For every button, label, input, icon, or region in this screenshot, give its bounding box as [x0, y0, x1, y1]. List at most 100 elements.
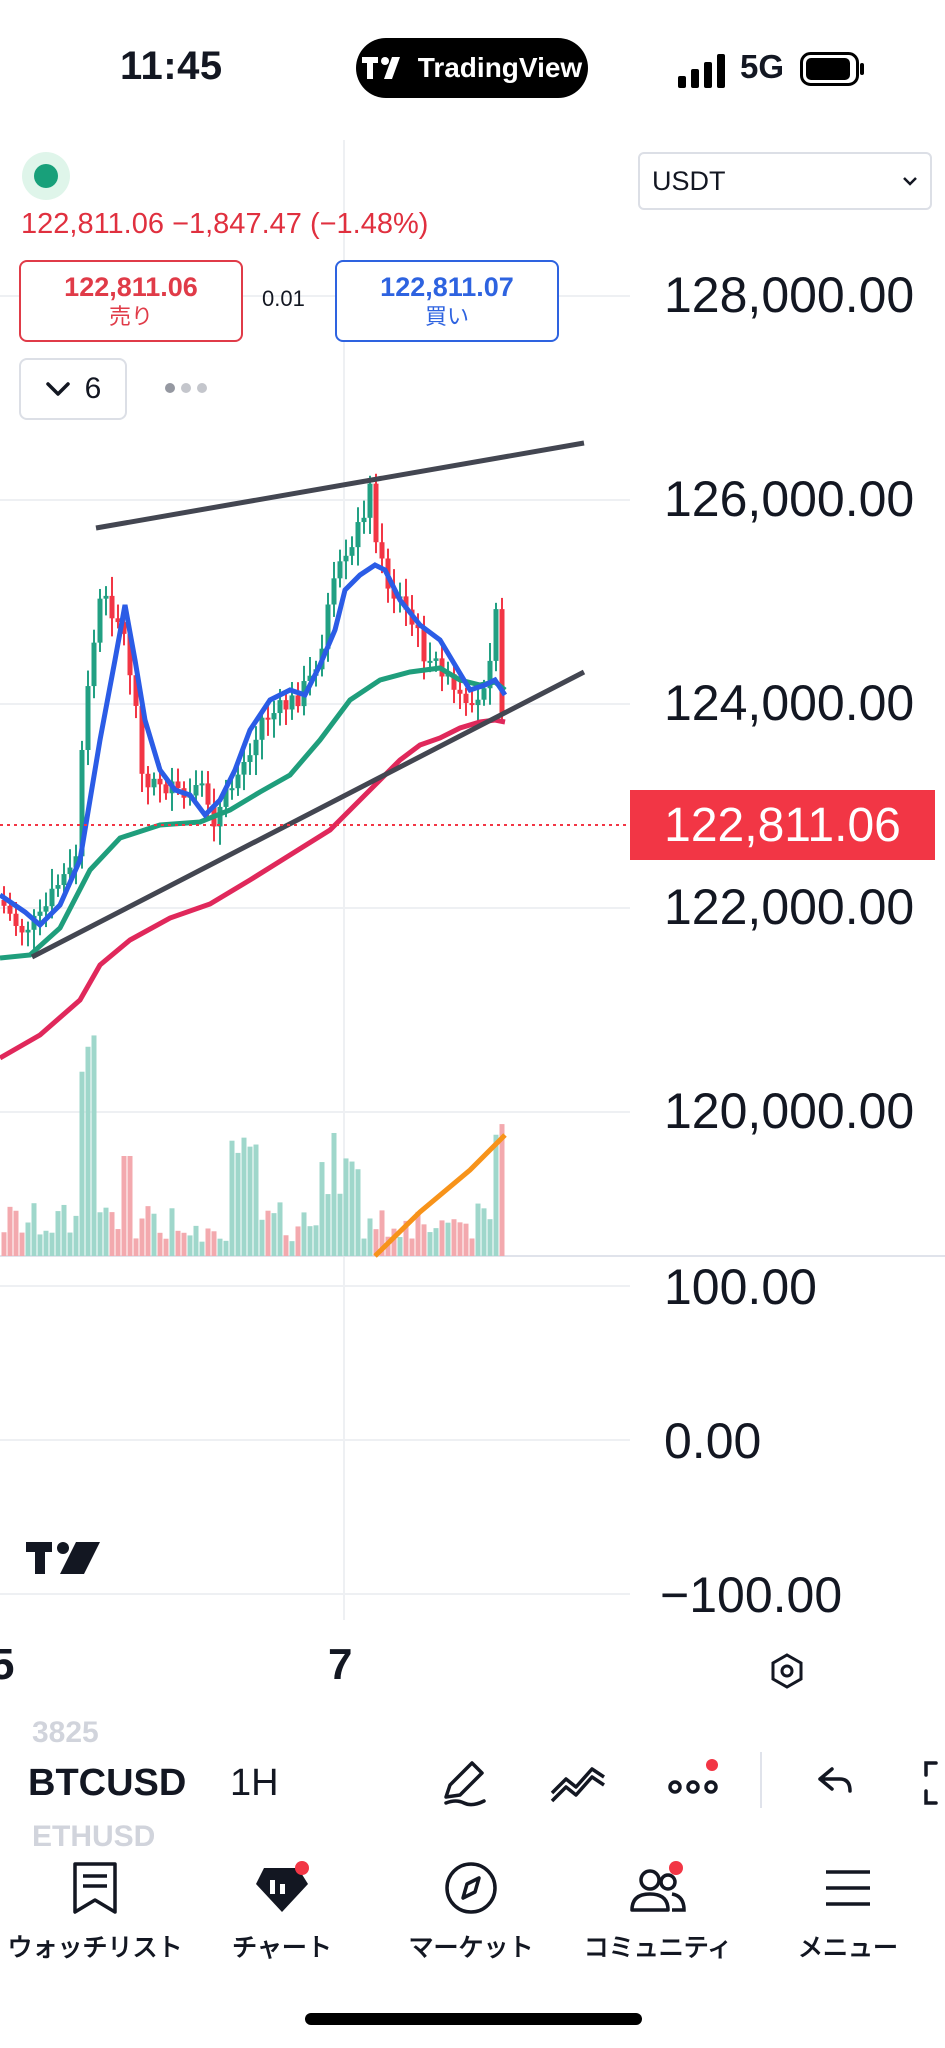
candle-body	[85, 686, 91, 750]
volume-bar	[127, 1156, 133, 1256]
volume-bar	[91, 1035, 97, 1256]
volume-bar	[355, 1169, 361, 1256]
candle-body	[109, 595, 115, 619]
volume-bar	[139, 1218, 145, 1256]
volume-bar	[403, 1220, 409, 1256]
candle-body	[337, 561, 343, 579]
market-status-indicator[interactable]	[22, 152, 70, 200]
volume-bar	[229, 1140, 235, 1256]
more-dots-icon[interactable]	[164, 382, 208, 394]
candle-body	[115, 618, 121, 623]
volume-bar	[289, 1241, 295, 1256]
volume-bar	[487, 1219, 493, 1256]
chart-settings-icon[interactable]	[768, 1652, 806, 1690]
volume-bar	[433, 1228, 439, 1256]
tradingview-pill-label: TradingView	[417, 52, 583, 83]
volume-bar	[301, 1212, 307, 1256]
chart-icon	[256, 1861, 309, 1912]
more-options-icon[interactable]	[666, 1755, 724, 1811]
battery-icon	[800, 52, 864, 86]
volume-bar	[457, 1222, 463, 1256]
currency-select[interactable]: USDT	[638, 152, 932, 210]
volume-bar	[205, 1228, 211, 1256]
nav-watchlist[interactable]: ウォッチリスト	[5, 1860, 185, 1964]
symbol-selector[interactable]: BTCUSD	[28, 1762, 187, 1804]
fullscreen-icon[interactable]	[916, 1755, 945, 1811]
candle-body	[433, 658, 439, 661]
candle-body	[271, 713, 277, 720]
candle-body	[463, 693, 469, 704]
volume-bar	[211, 1231, 217, 1256]
candle-body	[205, 783, 211, 805]
volume-bar	[415, 1211, 421, 1256]
candle-body	[361, 517, 367, 523]
candle-body	[193, 785, 199, 796]
indicators-toggle-button[interactable]: 6	[19, 358, 127, 420]
indicator-count: 6	[84, 372, 102, 405]
volume-bar	[469, 1238, 475, 1256]
volume-bar	[181, 1232, 187, 1256]
candle-body	[163, 784, 169, 794]
candle-body	[49, 888, 55, 907]
community-icon	[630, 1861, 686, 1912]
drawing-pen-icon[interactable]	[436, 1755, 492, 1811]
buy-label: 買い	[424, 304, 469, 329]
chevron-down-icon	[45, 382, 70, 396]
volume-bar	[157, 1232, 163, 1256]
candle-body	[127, 633, 133, 676]
candle-body	[37, 911, 43, 916]
candle-body	[247, 755, 253, 762]
upper-trendline	[95, 440, 585, 531]
candle-body	[343, 555, 349, 562]
network-type: 5G	[740, 48, 785, 85]
volume-bar	[31, 1203, 37, 1256]
oscillator-axis-label: 100.00	[664, 1259, 817, 1315]
nav-menu-label: メニュー	[797, 1934, 898, 1962]
volume-bar	[7, 1206, 13, 1256]
volume-bar	[463, 1223, 469, 1256]
candle-body	[457, 689, 463, 694]
candle-body	[499, 609, 505, 713]
interval-selector[interactable]: 1H	[230, 1762, 279, 1804]
volume-bar	[319, 1162, 325, 1256]
nav-menu[interactable]: メニュー	[758, 1860, 938, 1964]
volume-bar	[253, 1144, 259, 1256]
symbol-toolbar	[0, 1720, 945, 1850]
candle-body	[223, 788, 229, 807]
volume-bar	[37, 1234, 43, 1256]
volume-bar	[223, 1240, 229, 1256]
candle-body	[427, 660, 433, 663]
volume-bar	[235, 1152, 241, 1256]
volume-bar	[499, 1124, 505, 1256]
indicators-icon[interactable]	[548, 1755, 608, 1811]
tradingview-pill[interactable]: TradingView	[356, 38, 588, 98]
sell-button[interactable]: 122,811.06 売り	[19, 260, 243, 342]
volume-bar	[493, 1134, 499, 1256]
nav-chart[interactable]: チャート	[192, 1860, 372, 1964]
volume-bar	[67, 1232, 73, 1256]
volume-bar	[43, 1230, 49, 1256]
volume-bar	[169, 1208, 175, 1256]
candle-body	[289, 695, 295, 710]
undo-icon[interactable]	[806, 1755, 862, 1811]
nav-community[interactable]: コミュニティ	[568, 1860, 748, 1964]
volume-bar	[199, 1241, 205, 1256]
tradingview-watermark-icon	[26, 1542, 100, 1574]
candle-body	[55, 885, 61, 889]
price-chart[interactable]	[0, 0, 945, 1700]
nav-market[interactable]: マーケット	[381, 1860, 561, 1964]
buy-button[interactable]: 122,811.07 買い	[335, 260, 559, 342]
candle-body	[493, 609, 499, 661]
volume-bar	[187, 1235, 193, 1256]
home-indicator	[305, 2013, 642, 2025]
symbol-wheel-previous[interactable]: 3825	[32, 1716, 99, 1749]
volume-bar	[421, 1224, 427, 1256]
symbol-wheel-next[interactable]: ETHUSD	[32, 1820, 156, 1853]
time-axis-label: 7	[328, 1640, 353, 1689]
volume-bar	[109, 1212, 115, 1256]
volume-bar	[61, 1204, 67, 1256]
volume-bar	[217, 1238, 223, 1256]
nav-watchlist-label: ウォッチリスト	[7, 1934, 183, 1962]
sell-label: 売り	[108, 304, 153, 329]
price-summary: 122,811.06 −1,847.47 (−1.48%)	[21, 208, 428, 241]
